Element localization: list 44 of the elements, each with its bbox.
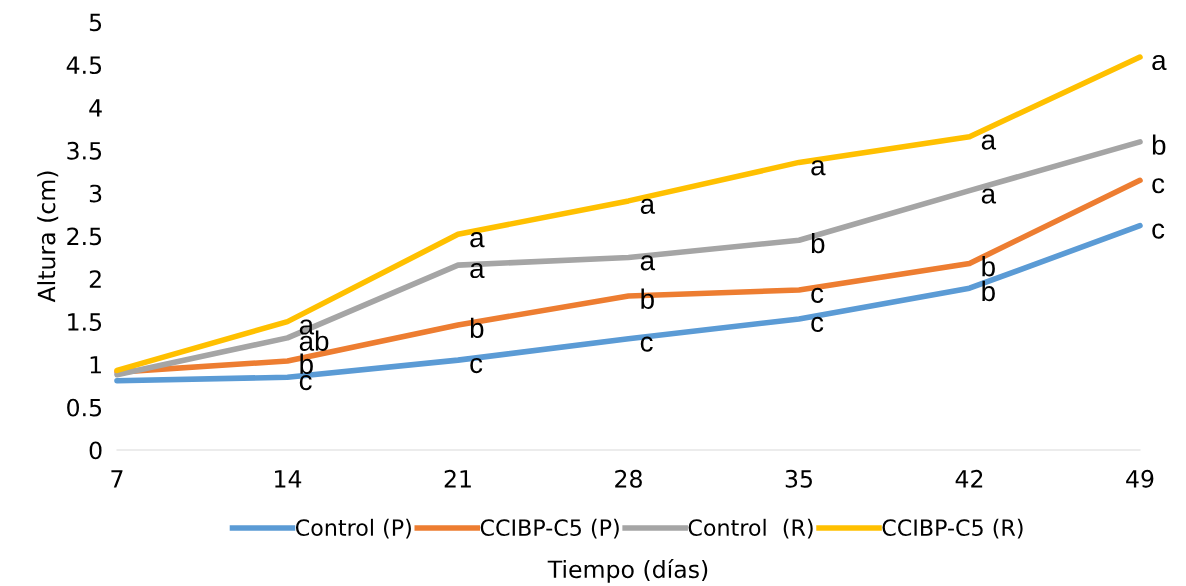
annotation: b [982,256,995,277]
annotation: c [470,357,483,374]
x-tick-label: 49 [1126,469,1154,488]
annotation: a [1152,54,1167,71]
y-tick-label: 4 [89,99,102,117]
x-tick-label: 42 [955,469,983,488]
annotation: b [1152,134,1166,155]
x-tick-label: 28 [615,469,642,488]
legend-label: Control (P) [295,518,411,539]
annotation: b [811,232,825,254]
y-tick-label: 4.5 [66,56,102,75]
annotation: a [811,160,826,176]
y-tick-label: 2 [89,270,101,288]
legend-label: Control (R) [688,518,813,539]
annotation: a [470,262,485,279]
y-tick-label: 3 [89,184,102,203]
y-tick-label: 0.5 [67,398,102,417]
annotation: a [640,198,656,214]
y-tick-label: 1.5 [68,313,102,331]
annotation: a [981,188,997,204]
y-tick-label: 5 [89,13,102,32]
annotation: a [470,232,485,248]
annotation: c [299,375,312,391]
annotation: a [640,255,656,271]
x-axis-title: Tiempo (días) [547,558,708,583]
annotation: b [982,280,995,302]
y-axis-title: Altura (cm) [37,171,59,303]
legend-label: CCIBP-C5 (R) [882,518,1023,539]
annotation: b [300,353,313,374]
x-tick-label: 14 [275,470,302,488]
y-tick-label: 3.5 [67,141,102,160]
x-tick-label: 7 [111,470,123,488]
y-tick-label: 2.5 [67,227,102,246]
annotation: c [1152,178,1165,194]
y-tick-label: 0 [89,441,102,460]
y-tick-label: 1 [90,356,101,374]
annotation: c [811,287,824,303]
x-tick-label: 21 [444,469,471,488]
annotation: c [640,336,653,352]
annotation: a [981,134,997,150]
legend-label: CCIBP-C5 (P) [480,518,619,539]
annotation: c [1152,223,1165,239]
x-tick-label: 35 [785,469,812,488]
annotation: c [811,316,824,333]
